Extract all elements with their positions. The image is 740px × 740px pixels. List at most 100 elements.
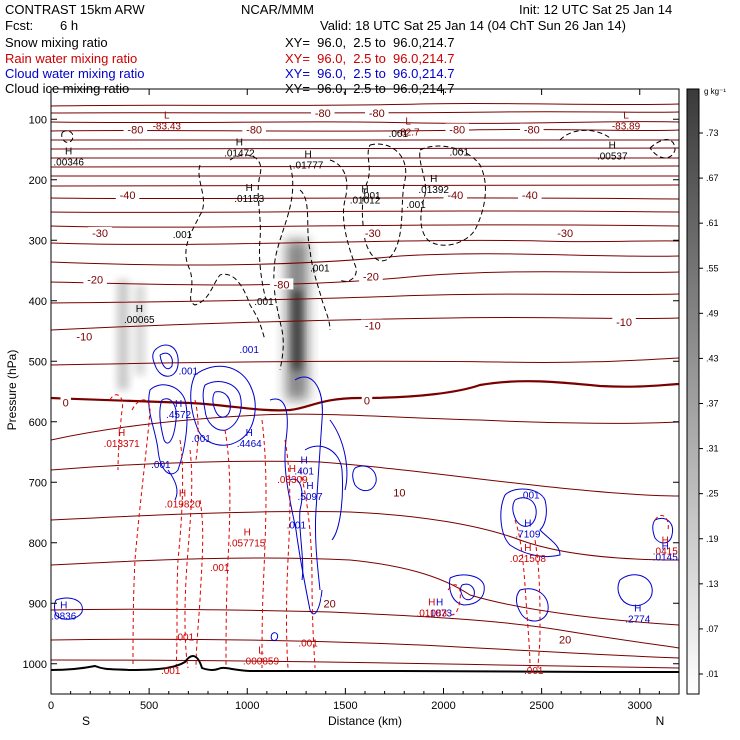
colorbar-level-labels: .01 .07 .13 .19 .25 .31 .37 .43 .49 .55 .61 .67 .73 — [699, 128, 719, 679]
plot-frame — [50, 88, 680, 695]
isotherm-label-bg — [60, 396, 71, 408]
fcst-value: 6 h — [60, 18, 79, 33]
isotherm-label: -80 — [246, 125, 262, 137]
snow-shading-core — [292, 290, 302, 370]
colorbar-level-label: .07 — [706, 624, 719, 634]
extremum-value: .2774 — [625, 614, 650, 625]
isotherm-label: 0 — [63, 397, 69, 409]
isotherm-label-bg — [612, 315, 636, 327]
isotherm-labels: -80 -80 -80 -80 -80 -80 -80 -40 -40 -40 -30 -30 -30 -… — [60, 107, 636, 647]
y-tick-label: 600 — [29, 417, 47, 429]
extremum-marker: H — [244, 528, 251, 539]
field-3-xy: XY= 96.0, 2.5 to 96.0,214.7 — [285, 66, 455, 81]
extremum-marker: H — [662, 536, 669, 547]
snow-shading-left-a — [117, 280, 129, 390]
extremum-value: -82.7 — [397, 127, 420, 138]
extremum-marker: L — [258, 646, 264, 657]
colorbar-level-label: .31 — [706, 444, 719, 454]
contour-value-label: .001 — [239, 345, 259, 356]
extremum-marker: H — [118, 428, 125, 439]
field-2-xy: XY= 96.0, 2.5 to 96.0,214.7 — [285, 51, 455, 66]
contour-value-label: .001 — [361, 191, 381, 202]
x-tick-label: 3000 — [628, 700, 652, 712]
colorbar-level-label: .73 — [706, 128, 719, 138]
contour-value-label: .001 — [406, 200, 426, 211]
contour-value-label: .001 — [161, 666, 181, 677]
extremum-marker: H — [60, 600, 67, 611]
isotherm-label: 10 — [393, 488, 405, 500]
extremum-marker: H — [524, 519, 531, 530]
extremum-marker: H — [65, 147, 72, 158]
field-3-name: Cloud water mixing ratio — [5, 66, 145, 81]
isotherm-label: -10 — [76, 331, 92, 343]
init-time: Init: 12 UTC Sat 25 Jan 14 — [519, 2, 673, 17]
isotherm-label: -40 — [120, 190, 136, 202]
extremum-value: .4572 — [166, 410, 191, 421]
field-1-name: Snow mixing ratio — [5, 35, 108, 50]
extremum-value: .401 — [294, 467, 314, 478]
isotherm-label: -10 — [365, 321, 381, 333]
colorbar-level-label: .43 — [706, 353, 719, 363]
extremum-marker: H — [634, 603, 641, 614]
isotherm-label-bg — [553, 226, 577, 238]
isotherm-label-bg — [311, 107, 335, 119]
isotherm-label-bg — [390, 486, 408, 498]
extremum-value: .0145 — [653, 553, 678, 564]
extremum-value: .00065 — [124, 315, 155, 326]
extremum-value: .5097 — [298, 492, 323, 503]
colorbar-level-label: .55 — [706, 263, 719, 273]
isotherm-label: 20 — [324, 598, 336, 610]
isotherm-label: -20 — [363, 272, 379, 284]
extremum-value: .01777 — [293, 161, 324, 172]
contour-value-label: .001 — [175, 633, 195, 644]
x-tick-label: 2500 — [529, 700, 553, 712]
isotherm-label: 20 — [559, 635, 571, 647]
x-axis-left-end: S — [82, 714, 90, 728]
x-tick-label: 0 — [48, 700, 54, 712]
org-label: NCAR/MMM — [241, 2, 314, 17]
field-2-name: Rain water mixing ratio — [5, 51, 138, 66]
extremum-marker: H — [136, 304, 143, 315]
extremum-marker: L — [164, 110, 170, 121]
extremum-marker: H — [306, 481, 313, 492]
extremum-marker: H — [361, 185, 368, 196]
freezing-level-line — [51, 380, 679, 412]
isotherm-label: -10 — [616, 317, 632, 329]
isotherm-label: -40 — [522, 190, 538, 202]
extremum-value: .013371 — [104, 439, 141, 450]
contour-value-label: .001 — [173, 230, 193, 241]
isotherm-label-bg — [83, 273, 107, 285]
model-title: CONTRAST 15km ARW — [5, 2, 145, 17]
isotherm-label: -30 — [557, 228, 573, 240]
y-tick-label: 100 — [29, 114, 47, 126]
extremum-marker: H — [246, 428, 253, 439]
contour-value-label: .001 — [449, 147, 469, 158]
isotherm-label: -20 — [87, 275, 103, 287]
contour-value-label: .001 — [179, 366, 199, 377]
colorbar: g kg⁻¹ .01 .07 .13 .19 .25 .31 .37 .43 .49 .55 .61… — [686, 87, 726, 695]
contour-value-label: .001 — [151, 460, 171, 471]
extremum-value: .057715 — [229, 539, 266, 550]
extremum-marker: H — [289, 464, 296, 475]
x-axis-label: Distance (km) — [328, 714, 402, 728]
isotherm-label: -80 — [449, 125, 465, 137]
contour-value-label: .001 — [520, 490, 540, 501]
y-axis-label: Pressure (hPa) — [5, 350, 19, 431]
extremum-value: .0415 — [653, 547, 678, 558]
isotherm-label: -80 — [315, 108, 331, 120]
isotherm-label-bg — [520, 123, 544, 135]
contour-value-label: .001 — [191, 434, 211, 445]
extremum-value: .00346 — [53, 158, 84, 169]
isotherm-label-bg — [123, 123, 148, 135]
isotherm-label: -80 — [524, 125, 540, 137]
y-tick-label: 500 — [29, 356, 47, 368]
rain-water-contours — [109, 394, 669, 669]
fcst-label: Fcst: — [5, 18, 34, 33]
extremum-value: .01012 — [350, 196, 381, 207]
isotherm-label-bg — [361, 394, 373, 406]
isotherm-label-bg — [242, 123, 266, 135]
cloud-water-contours — [54, 344, 674, 641]
isotherm-label: 0 — [364, 396, 370, 408]
extremum-value: .000859 — [243, 657, 280, 668]
